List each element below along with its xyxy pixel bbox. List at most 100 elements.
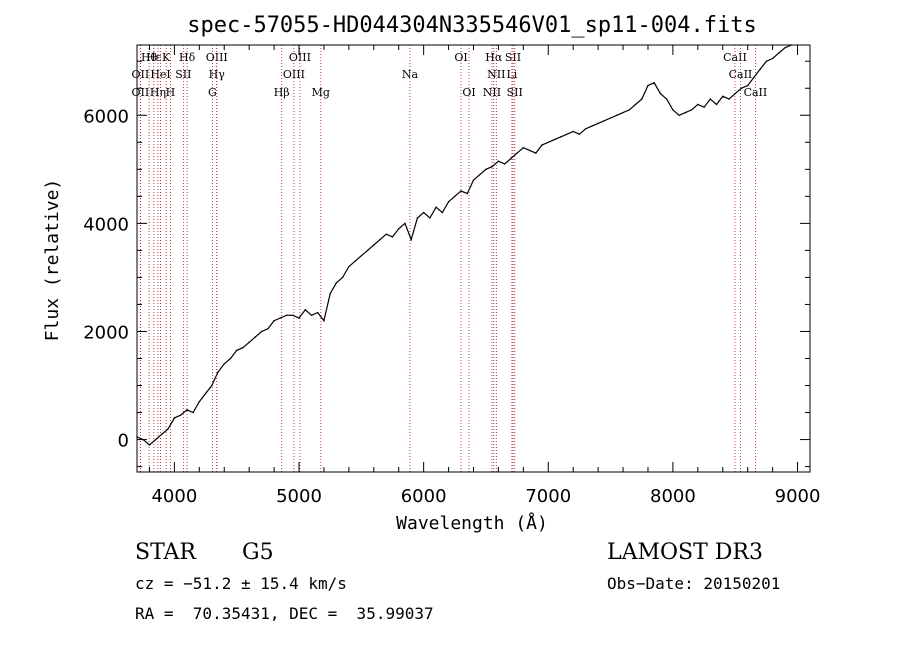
spectrum-point (597, 122, 599, 125)
marker-label: Hη (150, 86, 166, 99)
y-tick-label: 6000 (83, 106, 129, 127)
spectrum-point (778, 52, 780, 54)
spectrum-point (254, 336, 257, 338)
object-class: STAR (135, 540, 196, 565)
redshift-velocity: cz = −51.2 ± 15.4 km/s (135, 574, 347, 593)
spectrum-point (734, 92, 736, 95)
spectrum-point (329, 292, 331, 295)
marker-label: G (208, 86, 217, 99)
marker-label: HeI (150, 68, 170, 81)
y-tick-label: 0 (118, 431, 129, 452)
spectrum-point (148, 444, 151, 446)
spectrum-point (634, 103, 637, 106)
x-axis: 4000 5000 6000 7000 8000 9000 (148, 45, 820, 507)
spectrum-point (603, 119, 606, 122)
spectrum-point (323, 319, 325, 322)
marker-label: NII (483, 86, 501, 99)
spectrum-point (560, 136, 562, 138)
marker-label: H (166, 86, 176, 99)
spectrum-point (591, 125, 593, 127)
spectrum-point (204, 392, 207, 395)
marker-label: CaII (723, 51, 747, 64)
spectrum-point (310, 314, 313, 316)
spectrum-point (715, 103, 718, 106)
spectrum-point (285, 314, 288, 316)
plot-frame (136, 44, 811, 473)
spectrum-point (784, 47, 786, 49)
spectrum-point (279, 317, 282, 319)
spectrum-series-line (136, 44, 792, 446)
spectrum-point (771, 57, 774, 60)
spectrum-point (435, 206, 437, 208)
spectrum-point (348, 265, 350, 268)
spectrum-point (684, 111, 687, 114)
spectrum-point (697, 103, 699, 106)
spectrum-point (485, 168, 487, 171)
spectrum-point (223, 363, 225, 365)
spectrum-point (479, 174, 481, 176)
spectrum-point (746, 84, 749, 87)
spectrum-point (454, 195, 456, 198)
y-axis-label: Flux (relative) (42, 179, 63, 342)
marker-label: OIII (289, 51, 311, 64)
spectrum-point (584, 128, 587, 130)
marker-label: OIII (283, 68, 305, 81)
spectrum-point (379, 238, 381, 241)
spectrum-point (341, 276, 344, 279)
marker-label: Hδ (179, 51, 196, 64)
spectrum-point (248, 341, 250, 343)
marker-label: OI (462, 86, 475, 99)
marker-label: OI (454, 51, 467, 64)
spectrum-point (404, 222, 406, 225)
x-tick-label: 7000 (525, 486, 571, 507)
spectrum-point (516, 152, 518, 154)
marker-label: Hβ (274, 86, 290, 99)
spectrum-point (759, 68, 761, 71)
spectrum-point (211, 384, 213, 387)
spectrum-point (154, 438, 157, 441)
spectrum-point (398, 228, 400, 230)
spectrum-point (616, 114, 618, 116)
marker-label: Na (402, 68, 419, 81)
spectrum-point (335, 282, 338, 284)
spectrum-point (578, 133, 581, 135)
x-tick-label: 6000 (401, 486, 447, 507)
spectrum-point (460, 190, 462, 192)
spectrum-point (541, 144, 543, 146)
spectrum-point (260, 330, 263, 333)
spectrum-point (622, 111, 624, 114)
spectrum-point (373, 244, 375, 246)
x-tick-label: 8000 (650, 486, 696, 507)
spectrum-point (510, 157, 512, 160)
spectrum-point (198, 401, 201, 403)
marker-label: Hθ (141, 51, 158, 64)
spectrum-point (429, 217, 431, 219)
spectrum-point (672, 109, 674, 111)
spectrum-point (161, 433, 163, 435)
chart-title: spec-57055-HD044304N335546V01_sp11-004.f… (187, 13, 757, 38)
marker-label: SII (507, 86, 523, 99)
spectrum-point (317, 311, 319, 314)
survey-name: LAMOST DR3 (607, 540, 763, 565)
y-tick-label: 2000 (83, 322, 129, 343)
marker-label: Li (506, 68, 517, 81)
spectrum-point (192, 411, 194, 414)
spectrum-point (391, 236, 394, 238)
observation-date: Obs−Date: 20150201 (607, 574, 781, 593)
spectrum-point (665, 98, 668, 100)
y-tick-label: 4000 (83, 214, 129, 235)
spectrum-point (690, 109, 693, 111)
spectrum-point (292, 314, 294, 316)
spectrum-point (236, 349, 238, 352)
spectrum-point (503, 163, 506, 165)
spectrum-point (441, 211, 444, 214)
spectrum-point (628, 109, 630, 111)
spectrum-point (753, 76, 755, 79)
spectrum-point (728, 98, 730, 100)
spectrum-point (273, 319, 275, 322)
spectrum-point (360, 255, 363, 257)
spectrum-point (385, 233, 387, 235)
coordinates: RA = 70.35431, DEC = 35.99037 (135, 604, 434, 623)
